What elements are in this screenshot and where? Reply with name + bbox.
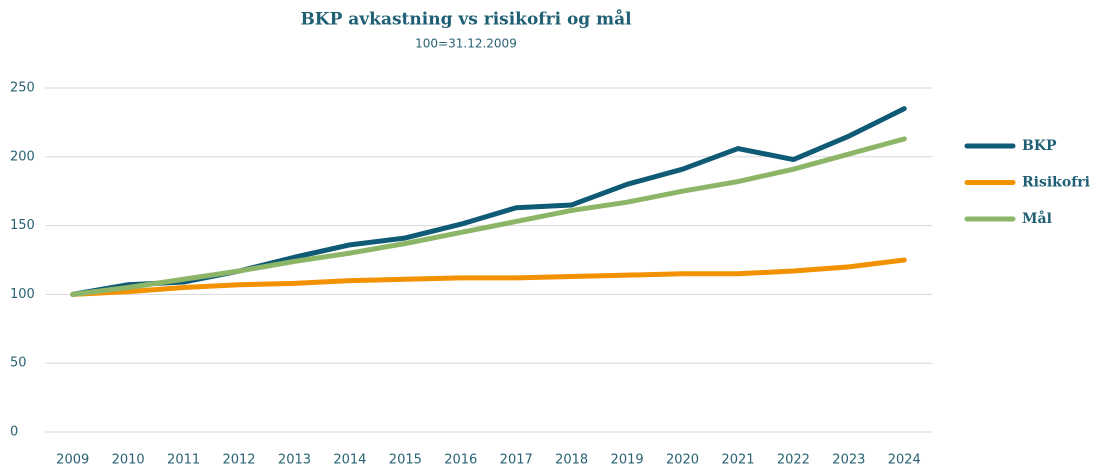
legend-label: BKP — [1022, 138, 1057, 154]
x-tick-label: 2013 — [278, 453, 311, 468]
x-tick-label: 2022 — [777, 453, 810, 468]
legend-label: Risikofri — [1022, 175, 1090, 191]
y-tick-label: 250 — [10, 81, 35, 96]
y-tick-label: 200 — [10, 149, 35, 164]
x-tick-label: 2021 — [721, 453, 754, 468]
series-line — [70, 106, 907, 297]
series-line — [70, 257, 907, 297]
chart-title: BKP avkastning vs risikofri og mål — [300, 9, 632, 30]
x-tick-label: 2015 — [389, 453, 422, 468]
x-tick-label: 2010 — [112, 453, 145, 468]
y-tick-label: 150 — [10, 218, 35, 233]
y-tick-label: 0 — [10, 425, 18, 440]
legend-label: Mål — [1022, 209, 1052, 227]
x-tick-label: 2012 — [222, 453, 255, 468]
series-line — [70, 136, 907, 297]
y-tick-label: 50 — [10, 356, 27, 371]
y-tick-label: 100 — [10, 287, 35, 302]
x-tick-label: 2017 — [500, 453, 533, 468]
x-tick-label: 2011 — [167, 453, 200, 468]
x-tick-label: 2014 — [333, 453, 366, 468]
chart-subtitle: 100=31.12.2009 — [415, 37, 517, 51]
x-tick-label: 2019 — [611, 453, 644, 468]
x-tick-label: 2009 — [56, 453, 89, 468]
x-tick-label: 2016 — [444, 453, 477, 468]
x-tick-label: 2018 — [555, 453, 588, 468]
x-tick-label: 2020 — [666, 453, 699, 468]
x-tick-label: 2024 — [888, 453, 921, 468]
x-tick-label: 2023 — [832, 453, 865, 468]
